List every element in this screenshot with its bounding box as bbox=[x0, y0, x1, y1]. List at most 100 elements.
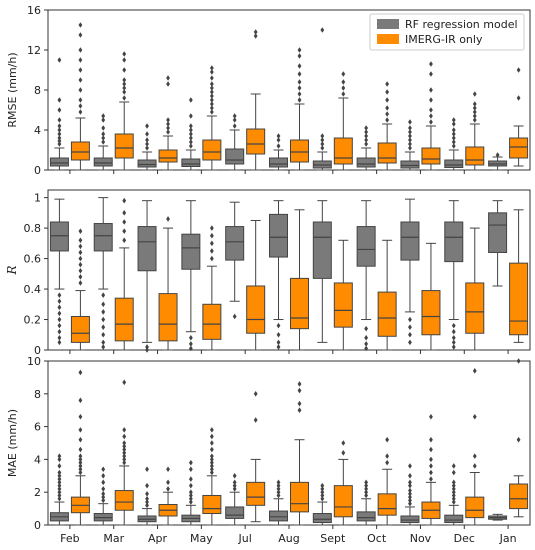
outlier-marker bbox=[101, 316, 106, 323]
outlier-marker bbox=[122, 81, 127, 87]
box-body bbox=[356, 511, 376, 522]
outlier-marker bbox=[78, 459, 83, 466]
box-body bbox=[93, 223, 113, 252]
box-rf-aug bbox=[269, 479, 288, 526]
outlier-marker bbox=[451, 139, 456, 145]
box-body bbox=[290, 139, 309, 163]
box-body bbox=[290, 481, 309, 513]
outlier-marker bbox=[232, 479, 237, 486]
box-rf-may bbox=[181, 200, 201, 352]
outlier-marker bbox=[276, 489, 281, 495]
outlier-marker bbox=[297, 47, 302, 53]
outlier-marker bbox=[364, 325, 369, 332]
outlier-marker bbox=[364, 486, 369, 492]
outlier-marker bbox=[451, 495, 456, 502]
outlier-marker bbox=[57, 316, 62, 323]
box-imerg-aug bbox=[290, 47, 309, 171]
outlier-marker bbox=[101, 301, 106, 308]
outlier-marker bbox=[429, 119, 433, 125]
outlier-marker bbox=[166, 479, 170, 486]
outlier-marker bbox=[166, 486, 170, 492]
y-tick-label: 1 bbox=[34, 192, 41, 205]
outlier-marker bbox=[101, 344, 106, 350]
outlier-marker bbox=[408, 125, 412, 131]
box-body bbox=[246, 128, 266, 155]
box-rf-aug bbox=[269, 200, 288, 350]
outlier-marker bbox=[145, 466, 149, 473]
outlier-marker bbox=[101, 113, 106, 119]
box-rf-apr bbox=[137, 200, 157, 353]
box-body bbox=[246, 285, 266, 334]
outlier-marker bbox=[188, 97, 193, 103]
box-body bbox=[333, 485, 353, 518]
box-rf-feb bbox=[49, 57, 69, 171]
box-rf-mar bbox=[93, 466, 113, 526]
outlier-marker bbox=[297, 400, 302, 407]
y-tick-label: 0 bbox=[34, 519, 41, 532]
outlier-marker bbox=[451, 135, 456, 141]
outlier-marker bbox=[408, 137, 412, 143]
box-imerg-feb bbox=[70, 369, 90, 526]
box-body bbox=[49, 221, 69, 252]
box-rf-mar bbox=[93, 197, 113, 350]
outlier-marker bbox=[232, 113, 237, 119]
box-imerg-nov bbox=[421, 242, 441, 351]
box-body bbox=[269, 157, 288, 168]
x-tick-label: May bbox=[190, 532, 213, 545]
outlier-marker bbox=[451, 489, 456, 495]
outlier-marker bbox=[78, 32, 83, 38]
outlier-marker bbox=[78, 469, 83, 476]
box-body bbox=[444, 514, 464, 524]
outlier-marker bbox=[320, 145, 325, 151]
outlier-marker bbox=[320, 482, 325, 489]
box-body bbox=[158, 149, 178, 163]
outlier-marker bbox=[209, 85, 214, 91]
box-imerg-dec bbox=[465, 368, 485, 526]
box-imerg-feb bbox=[70, 228, 90, 351]
box-imerg-sept bbox=[333, 440, 353, 526]
outlier-marker bbox=[57, 476, 62, 482]
box-rf-apr bbox=[137, 466, 157, 526]
box-imerg-dec bbox=[465, 91, 485, 171]
box-rf-may bbox=[181, 97, 201, 171]
outlier-marker bbox=[122, 379, 127, 386]
outlier-marker bbox=[385, 81, 390, 87]
box-body bbox=[465, 282, 485, 334]
x-tick-label: Sept bbox=[320, 532, 346, 545]
outlier-marker bbox=[188, 113, 193, 119]
outlier-marker bbox=[276, 133, 281, 139]
outlier-marker bbox=[451, 486, 456, 492]
box-body bbox=[225, 506, 245, 519]
box-imerg-jan bbox=[509, 67, 529, 167]
outlier-marker bbox=[188, 139, 193, 145]
outlier-marker bbox=[188, 495, 193, 502]
outlier-marker bbox=[320, 137, 325, 143]
outlier-marker bbox=[101, 135, 106, 141]
outlier-marker bbox=[209, 105, 214, 111]
outlier-marker bbox=[78, 255, 83, 262]
box-body bbox=[421, 290, 441, 336]
outlier-marker bbox=[57, 473, 62, 479]
x-tick-label: Feb bbox=[60, 532, 79, 545]
outlier-marker bbox=[57, 453, 62, 459]
outlier-marker bbox=[188, 143, 193, 149]
outlier-marker bbox=[297, 53, 302, 59]
outlier-marker bbox=[122, 219, 127, 225]
outlier-marker bbox=[364, 129, 369, 135]
outlier-marker bbox=[297, 71, 302, 77]
outlier-marker bbox=[188, 499, 193, 505]
outlier-marker bbox=[145, 123, 149, 129]
box-body bbox=[444, 221, 464, 263]
outlier-marker bbox=[78, 466, 83, 473]
x-tick-label: Nov bbox=[410, 532, 432, 545]
box-body bbox=[465, 496, 485, 519]
box-imerg-jul bbox=[246, 391, 266, 523]
legend-label: IMERG-IR only bbox=[405, 33, 483, 46]
outlier-marker bbox=[472, 105, 477, 111]
box-body bbox=[114, 133, 134, 159]
outlier-marker bbox=[516, 95, 521, 101]
panel-1: 0 4 8 12 16 RMSE (mm/h) RF regression model IME… bbox=[6, 4, 531, 177]
outlier-marker bbox=[188, 492, 193, 499]
outlier-marker bbox=[364, 341, 369, 347]
outlier-marker bbox=[408, 494, 412, 500]
